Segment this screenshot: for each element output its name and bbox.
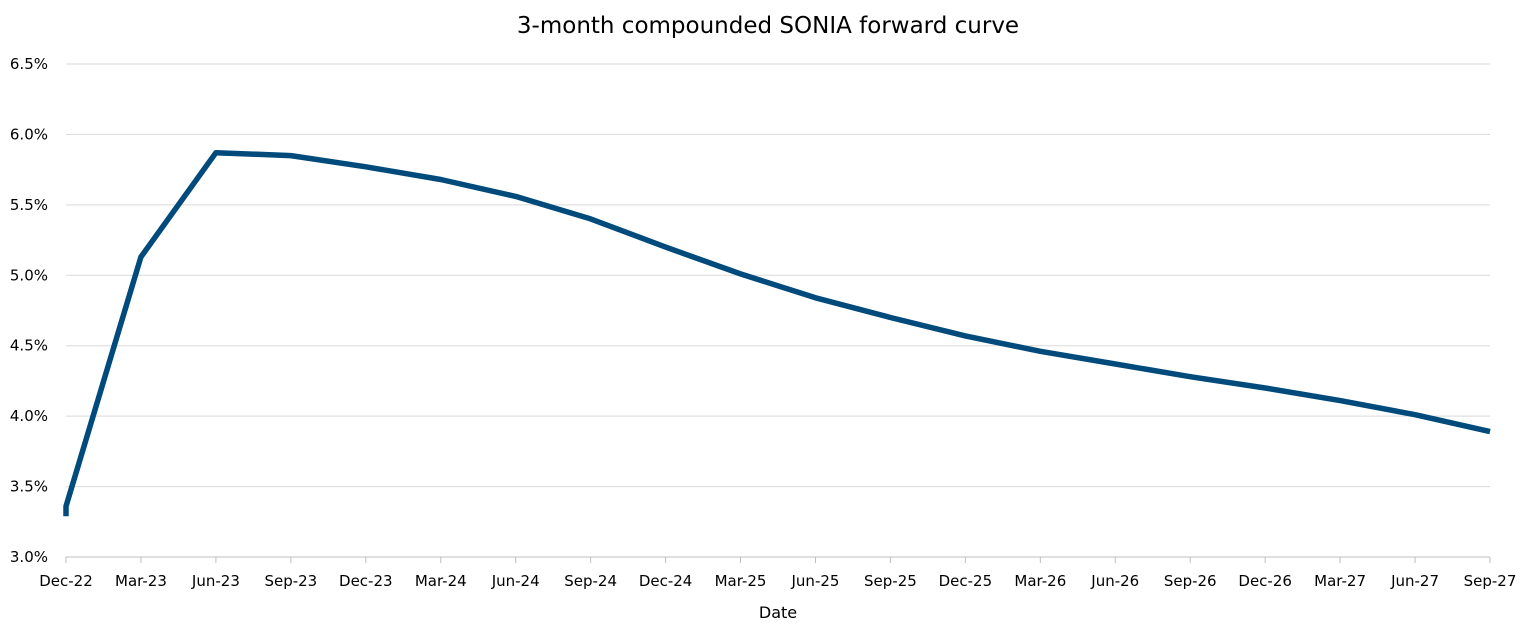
series-line-0 bbox=[63, 149, 1491, 517]
x-tick-label: Mar-23 bbox=[115, 572, 167, 590]
data-point bbox=[213, 150, 218, 155]
x-tick-label: Dec-23 bbox=[339, 572, 393, 590]
x-tick-label: Sep-26 bbox=[1164, 572, 1217, 590]
x-tick-label: Sep-27 bbox=[1464, 572, 1517, 590]
data-point bbox=[588, 216, 593, 221]
x-tick-label: Dec-22 bbox=[39, 572, 93, 590]
x-tick-label: Sep-24 bbox=[564, 572, 617, 590]
data-point bbox=[363, 164, 368, 169]
x-tick-label: Dec-26 bbox=[1238, 572, 1292, 590]
x-tick-label: Sep-25 bbox=[864, 572, 917, 590]
data-point bbox=[813, 295, 818, 300]
series-layer bbox=[63, 149, 1493, 519]
y-tick-label: 5.0% bbox=[10, 266, 48, 284]
data-point bbox=[64, 504, 69, 509]
data-point bbox=[64, 514, 69, 519]
y-tick-label: 5.5% bbox=[10, 196, 48, 214]
y-tick-label: 4.0% bbox=[10, 407, 48, 425]
x-tick-label: Mar-27 bbox=[1314, 572, 1366, 590]
x-axis-ticks: Dec-22 Mar-23 Jun-23 Sep-23 Dec-23 Mar-24 Jun-… bbox=[39, 557, 1516, 590]
data-point bbox=[1488, 429, 1493, 434]
y-tick-label: 3.5% bbox=[10, 478, 48, 496]
y-tick-label: 3.0% bbox=[10, 548, 48, 566]
data-point bbox=[1188, 374, 1193, 379]
x-tick-label: Mar-24 bbox=[415, 572, 467, 590]
data-point bbox=[1338, 398, 1343, 403]
data-point bbox=[738, 271, 743, 276]
y-tick-label: 6.0% bbox=[10, 125, 48, 143]
data-point bbox=[1263, 386, 1268, 391]
data-point bbox=[963, 333, 968, 338]
x-tick-label: Mar-26 bbox=[1014, 572, 1066, 590]
y-tick-label: 6.5% bbox=[10, 55, 48, 73]
x-tick-label: Jun-23 bbox=[191, 572, 240, 590]
x-tick-label: Jun-26 bbox=[1090, 572, 1139, 590]
x-tick-label: Mar-25 bbox=[715, 572, 767, 590]
data-point bbox=[513, 194, 518, 199]
data-point bbox=[288, 153, 293, 158]
y-tick-label: 4.5% bbox=[10, 337, 48, 355]
data-point bbox=[663, 245, 668, 250]
data-point bbox=[438, 177, 443, 182]
gridlines bbox=[66, 63, 1490, 488]
x-tick-label: Jun-27 bbox=[1390, 572, 1439, 590]
y-axis-ticks: 3.0% 3.5% 4.0% 4.5% 5.0% 5.5% 6.0% 6.5% bbox=[10, 55, 48, 566]
chart-title: 3-month compounded SONIA forward curve bbox=[517, 13, 1019, 39]
x-tick-label: Dec-25 bbox=[939, 572, 993, 590]
data-point bbox=[138, 255, 143, 260]
data-point bbox=[888, 315, 893, 320]
data-point bbox=[1413, 412, 1418, 417]
x-axis-label: Date bbox=[759, 603, 797, 622]
x-tick-label: Dec-24 bbox=[639, 572, 693, 590]
data-point bbox=[1038, 349, 1043, 354]
x-tick-label: Jun-25 bbox=[791, 572, 840, 590]
data-point bbox=[1113, 362, 1118, 367]
x-tick-label: Sep-23 bbox=[264, 572, 317, 590]
x-tick-label: Jun-24 bbox=[491, 572, 540, 590]
